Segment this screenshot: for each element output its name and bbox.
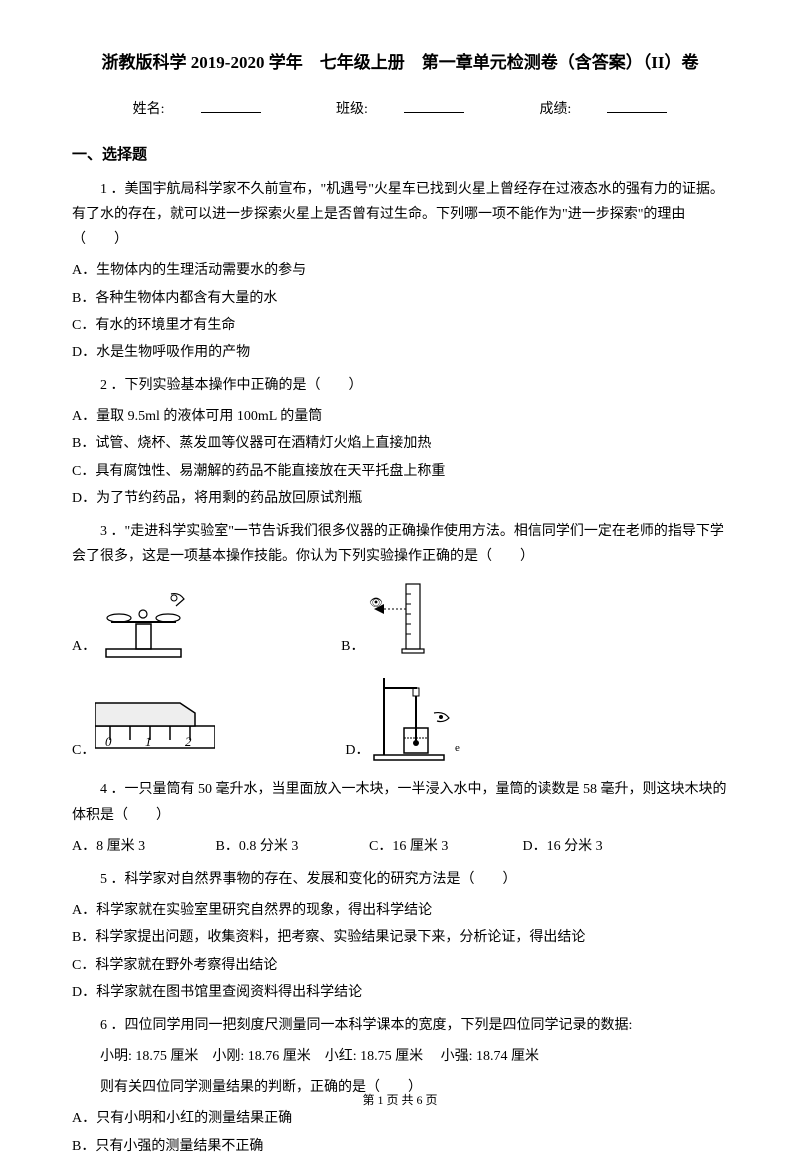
q5-opt-d: D．科学家就在图书馆里查阅资料得出科学结论 [72,980,728,1005]
q2-text: 2 ．下列实验基本操作中正确的是（ ） [72,373,728,398]
q3-label-c: C． [72,738,95,763]
page-title: 浙教版科学 2019-2020 学年 七年级上册 第一章单元检测卷（含答案）（I… [72,48,728,79]
q3-label-d: D． [345,738,369,763]
q1-opt-a: A．生物体内的生理活动需要水的参与 [72,258,728,283]
graduated-cylinder-icon: 👁 [364,579,434,659]
ruler-caliper-icon: 0 1 2 [95,698,215,763]
q5-opt-c: C．科学家就在野外考察得出结论 [72,953,728,978]
q4-opt-a: A．8 厘米 3 [72,834,212,859]
q3-images-row2: C． 0 1 2 D． e [72,673,728,763]
q1-opt-b: B．各种生物体内都含有大量的水 [72,286,728,311]
q3-text: 3 ．"走进科学实验室"一节告诉我们很多仪器的正确操作使用方法。相信同学们一定在… [72,519,728,569]
class-label: 班级: [318,102,482,117]
q5-opt-a: A．科学家就在实验室里研究自然界的现象，得出科学结论 [72,898,728,923]
q6-data: 小明: 18.75 厘米 小刚: 18.76 厘米 小红: 18.75 厘米 小… [72,1044,728,1069]
svg-text:0: 0 [105,734,112,749]
svg-text:1: 1 [145,734,152,749]
svg-text:e: e [455,742,460,754]
q3-label-a: A． [72,634,96,659]
q4-opt-b: B．0.8 分米 3 [216,834,366,859]
q2-opt-c: C．具有腐蚀性、易潮解的药品不能直接放在天平托盘上称重 [72,459,728,484]
q4-text: 4 ．一只量筒有 50 毫升水，当里面放入一木块，一半浸入水中，量筒的读数是 5… [72,777,728,827]
thermometer-stand-icon: e [369,673,469,763]
section-header-1: 一、选择题 [72,142,728,169]
svg-text:👁: 👁 [369,597,383,609]
q1-text: 1 ．美国宇航局科学家不久前宣布，"机遇号"火星车已找到火星上曾经存在过液态水的… [72,177,728,253]
q5-options: A．科学家就在实验室里研究自然界的现象，得出科学结论 B．科学家提出问题，收集资… [72,898,728,1005]
svg-text:2: 2 [185,734,192,749]
q1-opt-c: C．有水的环境里才有生命 [72,313,728,338]
q2-opt-b: B．试管、烧杯、蒸发皿等仪器可在酒精灯火焰上直接加热 [72,431,728,456]
q6-options: A．只有小明和小红的测量结果正确 B．只有小强的测量结果不正确 [72,1106,728,1158]
meta-row: 姓名: 班级: 成绩: [72,97,728,122]
q5-opt-b: B．科学家提出问题，收集资料，把考察、实验结果记录下来，分析论证，得出结论 [72,925,728,950]
q1-options: A．生物体内的生理活动需要水的参与 B．各种生物体内都含有大量的水 C．有水的环… [72,258,728,365]
q6-opt-b: B．只有小强的测量结果不正确 [72,1134,728,1159]
q4-opt-d: D．16 分米 3 [523,834,603,859]
q1-opt-d: D．水是生物呼吸作用的产物 [72,340,728,365]
q2-opt-d: D．为了节约药品，将用剩的药品放回原试剂瓶 [72,486,728,511]
balance-scale-icon [96,584,191,659]
page-footer: 第 1 页 共 6 页 [0,1090,800,1112]
q2-options: A．量取 9.5ml 的液体可用 100mL 的量筒 B．试管、烧杯、蒸发皿等仪… [72,404,728,511]
q4-opt-c: C．16 厘米 3 [369,834,519,859]
q2-opt-a: A．量取 9.5ml 的液体可用 100mL 的量筒 [72,404,728,429]
q3-label-b: B． [341,634,364,659]
score-label: 成绩: [521,102,685,117]
q6-text: 6 ．四位同学用同一把刻度尺测量同一本科学课本的宽度，下列是四位同学记录的数据: [72,1013,728,1038]
name-label: 姓名: [115,102,279,117]
q3-images-row1: A． B． 👁 [72,579,728,659]
q5-text: 5 ．科学家对自然界事物的存在、发展和变化的研究方法是（ ） [72,867,728,892]
q4-options: A．8 厘米 3 B．0.8 分米 3 C．16 厘米 3 D．16 分米 3 [72,834,728,859]
